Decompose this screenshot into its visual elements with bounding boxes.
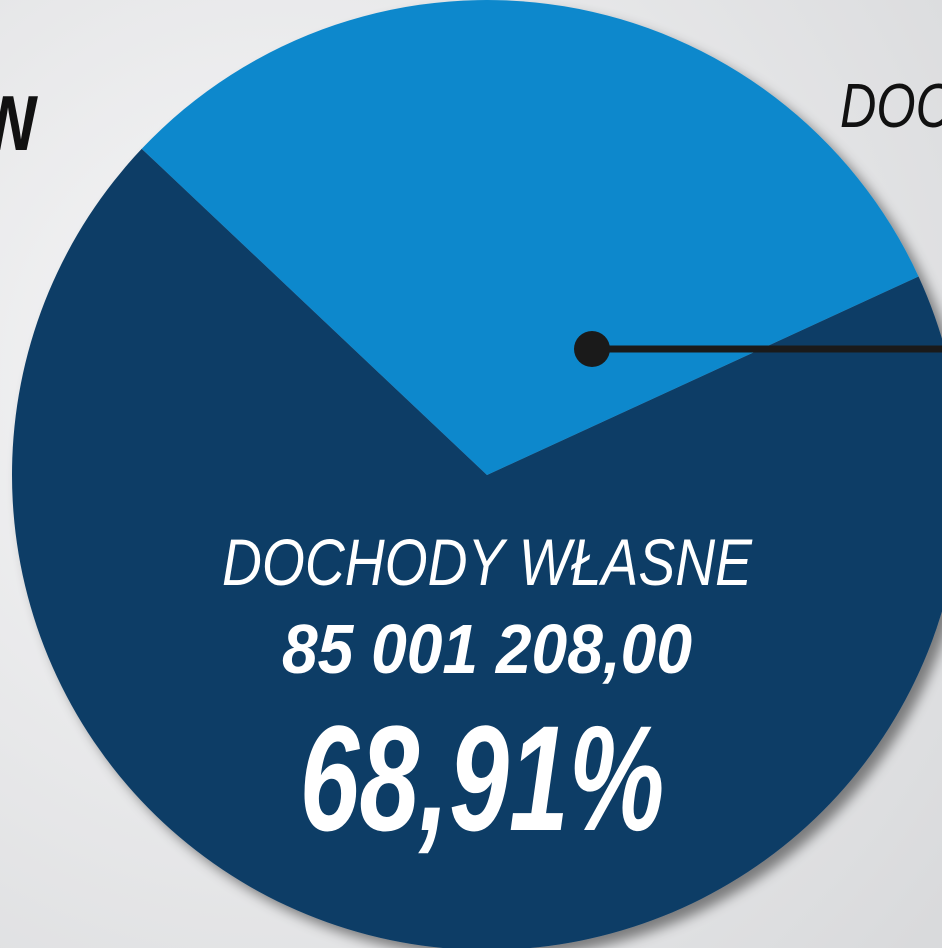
slice-label: DOCHODY WŁASNE: [222, 525, 753, 599]
pie: [12, 0, 942, 948]
pie-slice: [12, 148, 942, 948]
slice-value-label: 68,91%: [300, 694, 665, 862]
pie-slice: [141, 0, 919, 475]
leader-dot: [574, 331, 610, 367]
slice-amount: 85 001 208,00: [282, 610, 692, 688]
slice-label: DOC: [840, 72, 942, 141]
chart-title: W: [0, 79, 38, 167]
